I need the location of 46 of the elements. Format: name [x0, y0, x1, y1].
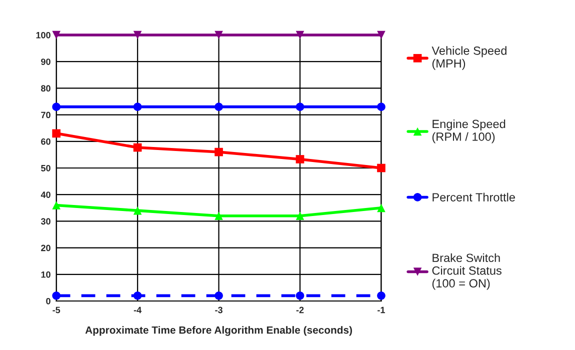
point: [52, 102, 61, 111]
point: [52, 201, 61, 210]
point: [133, 143, 142, 152]
y-tick-label: 80: [41, 85, 50, 92]
x-tick-label: -2: [296, 306, 304, 314]
point: [214, 292, 223, 300]
y-tick-label: 70: [41, 112, 50, 118]
point: [52, 292, 61, 300]
point: [377, 164, 386, 172]
legend-label: Percent Throttle: [432, 192, 515, 202]
point: [296, 155, 304, 164]
legend-label: Vehicle Speed (MPH): [432, 46, 506, 70]
point: [52, 30, 61, 40]
point: [214, 102, 223, 111]
y-tick-label: 20: [41, 244, 50, 252]
y-tick-label: 100: [36, 32, 50, 38]
y-tick-label: 0: [46, 298, 50, 304]
y-tick-label: 50: [41, 164, 50, 172]
point: [133, 102, 142, 111]
point: [133, 206, 142, 215]
y-tick-label: 60: [41, 138, 50, 145]
point: [214, 212, 223, 220]
y-tick-label: 90: [41, 58, 50, 65]
x-tick-label: -3: [215, 306, 222, 314]
point: [52, 129, 61, 138]
legend-label: Engine Speed (RPM / 100): [432, 119, 506, 144]
x-tick-label: -4: [134, 306, 142, 314]
point: [296, 30, 304, 40]
point: [133, 30, 142, 40]
point: [377, 292, 386, 300]
point: [296, 212, 304, 220]
point: [133, 292, 142, 300]
point: [214, 148, 223, 156]
y-tick-label: 30: [40, 218, 50, 225]
point: [296, 292, 304, 300]
y-tick-label: 40: [40, 192, 50, 198]
point: [296, 102, 304, 111]
point: [377, 102, 386, 111]
x-tick-label: -5: [52, 306, 60, 314]
x-axis-title: Approximate Time Before Algorithm Enable (seconds): [85, 326, 352, 336]
point: [214, 30, 223, 40]
point: [377, 204, 386, 212]
point: [377, 30, 386, 40]
x-tick-label: -1: [378, 306, 385, 314]
y-tick-label: 10: [41, 271, 50, 278]
legend-label: Brake Switch Circuit Status (100 = ON): [432, 253, 502, 290]
